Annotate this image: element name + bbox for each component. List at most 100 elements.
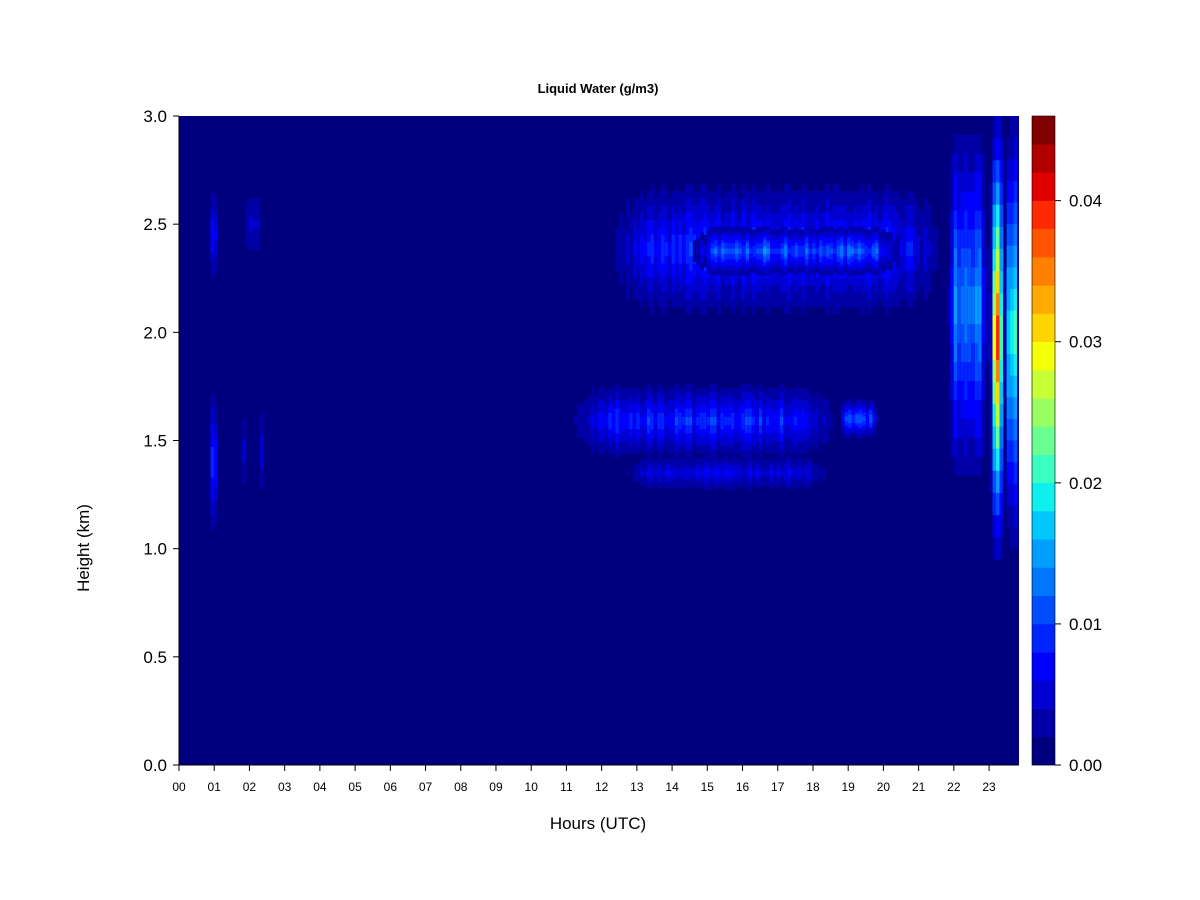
heatmap-cell xyxy=(847,248,851,254)
heatmap-cell xyxy=(692,470,697,476)
heatmap-cell xyxy=(850,248,855,254)
heatmap-cell xyxy=(731,470,735,476)
heatmap-cell xyxy=(601,416,606,426)
heatmap-cell xyxy=(615,416,620,426)
heatmap-cell xyxy=(667,416,672,426)
heatmap-cell xyxy=(654,241,658,257)
y-tick-label: 1.5 xyxy=(143,432,167,451)
heatmap-cell xyxy=(815,470,819,476)
heatmap-cell xyxy=(848,416,852,422)
heatmap-cell xyxy=(650,241,655,257)
x-tick-label: 21 xyxy=(912,780,926,794)
x-tick-label: 02 xyxy=(243,780,257,794)
heatmap-cell xyxy=(657,241,662,257)
colorbar-segment xyxy=(1032,595,1055,625)
colorbar-segment xyxy=(1032,257,1055,286)
heatmap-cell xyxy=(703,248,708,254)
heatmap-cell xyxy=(700,248,704,254)
heatmap-cell xyxy=(214,454,218,470)
heatmap-cell xyxy=(646,416,651,426)
heatmap-cell xyxy=(776,470,781,476)
heatmap-cell xyxy=(978,286,982,325)
heatmap-cell xyxy=(755,416,760,426)
x-tick-label: 09 xyxy=(489,780,503,794)
heatmap-cell xyxy=(636,416,641,426)
heatmap-cell xyxy=(885,248,890,254)
heatmap-cell xyxy=(738,470,742,476)
heatmap-cell xyxy=(671,416,676,426)
x-tick-label: 03 xyxy=(278,780,292,794)
heatmap-cell xyxy=(682,470,686,476)
heatmap-cell xyxy=(661,470,665,476)
heatmap-cell xyxy=(865,416,870,422)
heatmap-cell xyxy=(724,470,728,476)
colorbar-segment xyxy=(1032,228,1055,258)
plot-area xyxy=(179,116,1019,765)
heatmap-cell xyxy=(696,470,700,476)
colorbar-segment xyxy=(1032,482,1055,512)
colorbar-segment xyxy=(1032,426,1055,455)
colorbar-segment xyxy=(1032,144,1055,173)
heatmap-cell xyxy=(776,416,781,426)
colorbar-segment xyxy=(1032,285,1055,314)
heatmap-cell xyxy=(851,416,856,422)
heatmap-cell xyxy=(801,248,806,254)
heatmap-cell xyxy=(210,454,215,470)
heatmap-cell xyxy=(717,470,721,476)
heatmap-cell xyxy=(826,248,830,254)
heatmap-cell xyxy=(871,248,876,254)
heatmap-cell xyxy=(769,416,774,426)
x-tick-label: 06 xyxy=(384,780,398,794)
heatmap-cell xyxy=(703,470,707,476)
heatmap-cell xyxy=(762,416,767,426)
heatmap-cell xyxy=(674,416,679,426)
heatmap-cell xyxy=(625,416,630,426)
heatmap-cell xyxy=(819,248,823,254)
heatmap-cell xyxy=(836,248,841,254)
heatmap-cell xyxy=(752,470,756,476)
heatmap-cell xyxy=(906,241,910,257)
heatmap-cell xyxy=(892,248,897,254)
heatmap-cell xyxy=(734,416,739,426)
heatmap-cell xyxy=(730,416,735,426)
heatmap-cell xyxy=(633,241,637,257)
heatmap-cell xyxy=(794,470,798,476)
heatmap-cell xyxy=(626,470,630,476)
heatmap-cell xyxy=(742,248,746,254)
colorbar-tick-label: 0.03 xyxy=(1069,333,1102,352)
colorbar-segment xyxy=(1032,369,1055,399)
heatmap-cell xyxy=(643,470,648,476)
heatmap-cell xyxy=(692,416,697,426)
heatmap-cell xyxy=(953,286,958,325)
heatmap-cell xyxy=(769,470,774,476)
heatmap-cell xyxy=(678,241,683,257)
heatmap-cell xyxy=(818,470,823,476)
heatmap-cell xyxy=(706,470,711,476)
heatmap-cell xyxy=(946,286,951,325)
heatmap-cell xyxy=(689,470,693,476)
heatmap-cell xyxy=(731,248,736,254)
heatmap-cell xyxy=(608,416,613,426)
heatmap-cell xyxy=(797,416,802,426)
heatmap-cell xyxy=(763,248,767,254)
colorbar-segment xyxy=(1032,567,1055,596)
heatmap-cell xyxy=(786,416,791,426)
heatmap-cell xyxy=(678,416,683,426)
colorbar-segment xyxy=(1032,708,1055,738)
heatmap-cell xyxy=(927,241,931,257)
heatmap-cell xyxy=(650,470,655,476)
heatmap-cell xyxy=(818,416,823,426)
colorbar-segment xyxy=(1032,341,1055,371)
heatmap-cell xyxy=(923,241,928,257)
heatmap-cell xyxy=(808,470,812,476)
heatmap-cell xyxy=(896,248,900,254)
heatmap-cell xyxy=(902,241,907,257)
heatmap-cell xyxy=(780,248,785,254)
heatmap-cell xyxy=(720,470,725,476)
heatmap-cell xyxy=(805,248,809,254)
heatmap-cell xyxy=(772,416,777,426)
x-tick-label: 13 xyxy=(630,780,644,794)
y-tick-label: 3.0 xyxy=(143,107,167,126)
heatmap-cell xyxy=(812,248,816,254)
